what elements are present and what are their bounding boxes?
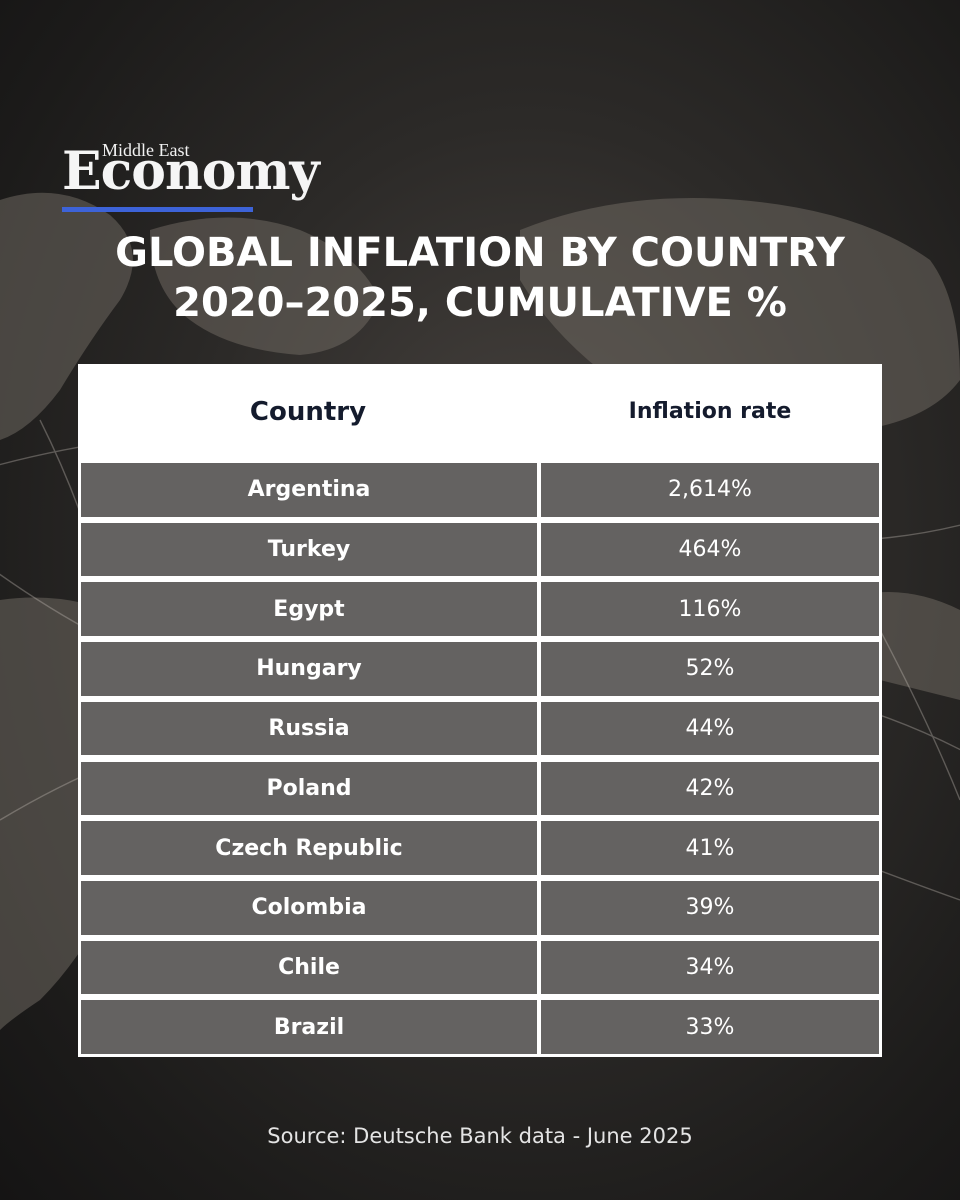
country-cell: Chile [81,940,537,995]
country-cell: Argentina [81,463,537,517]
table-row: Turkey 464% [78,520,882,580]
country-cell: Poland [81,761,537,816]
brand-underline [62,207,253,212]
source-note: Source: Deutsche Bank data - June 2025 [267,1124,693,1148]
table-row: Hungary 52% [78,639,882,699]
country-cell: Turkey [81,522,537,577]
inflation-rate-cell: 52% [541,642,879,696]
inflation-rate-cell: 39% [541,880,879,935]
header-country: Country [249,397,367,427]
country-cell: Russia [81,701,537,756]
table-row: Brazil 33% [78,997,882,1057]
country-cell: Brazil [81,1000,537,1054]
brand-region: Middle East [102,140,190,160]
table-header: Country Inflation rate [78,364,882,460]
inflation-rate-cell: 33% [541,1000,879,1054]
inflation-rate-cell: 34% [541,940,879,995]
country-cell: Czech Republic [81,821,537,875]
table-row: Chile 34% [78,938,882,998]
inflation-rate-cell: 44% [541,701,879,756]
header-inflation-rate: Inflation rate [628,399,792,424]
table-row: Colombia 39% [78,878,882,938]
inflation-rate-cell: 464% [541,522,879,577]
inflation-rate-cell: 41% [541,821,879,875]
inflation-rate-cell: 2,614% [541,463,879,517]
inflation-table: Country Inflation rate Argentina 2,614% Tu… [78,364,882,1057]
table-row: Poland 42% [78,759,882,819]
table-row: Russia 44% [78,699,882,759]
page-title: GLOBAL INFLATION BY COUNTRY 2020–2025, C… [0,228,960,328]
table-row: Czech Republic 41% [78,818,882,878]
table-row: Argentina 2,614% [78,460,882,520]
inflation-rate-cell: 116% [541,582,879,637]
title-line-1: GLOBAL INFLATION BY COUNTRY [115,230,845,276]
country-cell: Hungary [81,642,537,696]
country-cell: Colombia [81,880,537,935]
brand-name: Economy [62,141,320,202]
brand-logo: Economy Middle East [62,138,342,218]
country-cell: Egypt [81,582,537,637]
table-row: Egypt 116% [78,579,882,639]
title-line-2: 2020–2025, CUMULATIVE % [173,280,787,326]
inflation-rate-cell: 42% [541,761,879,816]
